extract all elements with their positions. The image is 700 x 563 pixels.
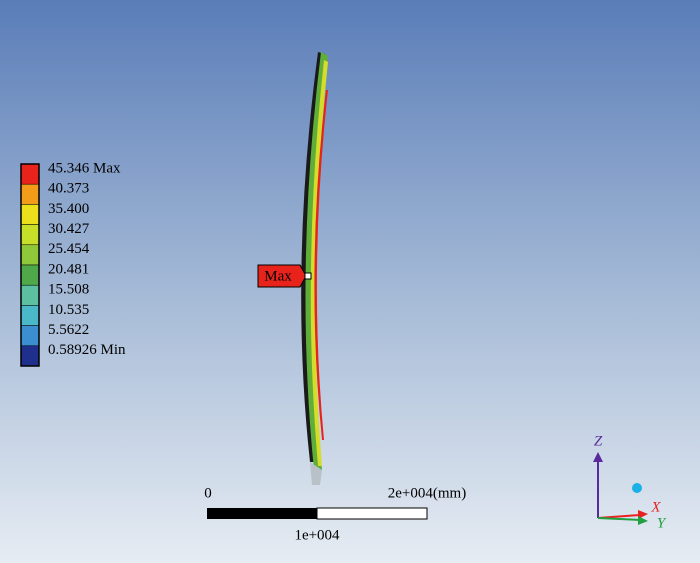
scale-middle: 1e+004 xyxy=(294,527,340,543)
probe-label: Max xyxy=(264,268,292,284)
scale-end: 2e+004(mm) xyxy=(388,485,466,501)
scale-start: 0 xyxy=(204,485,212,501)
legend-swatch xyxy=(20,204,40,225)
legend-label: 35.400 xyxy=(48,201,89,217)
legend-swatch xyxy=(20,183,40,205)
legend-frame xyxy=(20,163,40,367)
legend-label: 15.508 xyxy=(48,282,89,298)
legend-label: 5.5622 xyxy=(48,322,89,338)
triad-x: X xyxy=(650,499,661,515)
legend-swatch xyxy=(20,284,40,306)
scale-bar: 0 2e+004(mm) 1e+004 xyxy=(204,485,466,543)
max-probe: Max xyxy=(257,264,312,288)
blade-model xyxy=(301,52,328,485)
axis-triad: Z X Y xyxy=(593,433,667,531)
legend-swatch xyxy=(20,244,40,266)
legend-label: 0.58926 Min xyxy=(48,342,126,358)
legend-swatch xyxy=(20,224,40,246)
legend-swatch xyxy=(20,163,40,185)
legend-swatch xyxy=(20,325,40,347)
triad-y: Y xyxy=(657,515,667,531)
legend-label: 45.346 Max xyxy=(48,160,121,176)
legend-label: 40.373 xyxy=(48,181,89,197)
legend-swatch xyxy=(20,264,40,286)
legend-swatch xyxy=(20,345,40,367)
legend-label: 30.427 xyxy=(48,221,90,237)
legend-label: 20.481 xyxy=(48,261,89,277)
legend-label: 25.454 xyxy=(48,241,90,257)
legend: 45.346 Max 40.373 35.400 30.427 25.454 20.481… xyxy=(20,160,126,367)
legend-label: 10.535 xyxy=(48,302,89,318)
legend-swatch xyxy=(20,305,40,326)
triad-z: Z xyxy=(594,433,603,449)
